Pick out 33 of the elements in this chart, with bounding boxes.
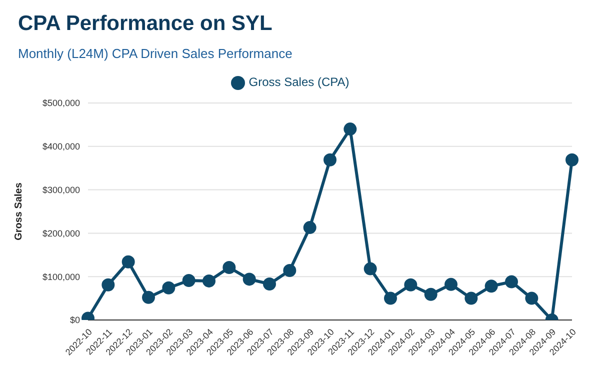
point	[263, 277, 276, 290]
point	[182, 274, 196, 288]
point	[384, 292, 397, 305]
point	[202, 274, 216, 288]
point	[464, 292, 478, 305]
legend-label: Gross Sales (CPA)	[248, 75, 350, 89]
y-tick-label: $500,000	[42, 98, 80, 108]
point	[344, 122, 357, 136]
y-tick-label: $200,000	[42, 228, 80, 238]
y-axis-title: Gross Sales	[14, 182, 25, 240]
point	[303, 221, 316, 234]
y-tick-label: $100,000	[42, 272, 80, 282]
y-tick-label: $300,000	[42, 184, 80, 195]
point	[364, 262, 377, 276]
point	[242, 272, 256, 286]
y-tick-label: $0	[70, 315, 80, 326]
point	[484, 280, 498, 293]
point	[102, 278, 115, 292]
point	[566, 153, 578, 166]
point	[424, 288, 438, 301]
point	[525, 292, 538, 305]
chart-subtitle: Monthly (L24M) CPA Driven Sales Performance	[18, 46, 292, 61]
y-tick-label: $400,000	[42, 142, 80, 152]
chart-title: CPA Performance on SYL	[18, 12, 272, 36]
point	[505, 275, 518, 288]
point	[404, 278, 418, 292]
point	[222, 260, 236, 274]
point	[324, 153, 336, 166]
point	[162, 281, 176, 294]
point	[142, 290, 155, 304]
point	[122, 255, 135, 268]
point	[444, 278, 458, 291]
point	[283, 264, 296, 278]
